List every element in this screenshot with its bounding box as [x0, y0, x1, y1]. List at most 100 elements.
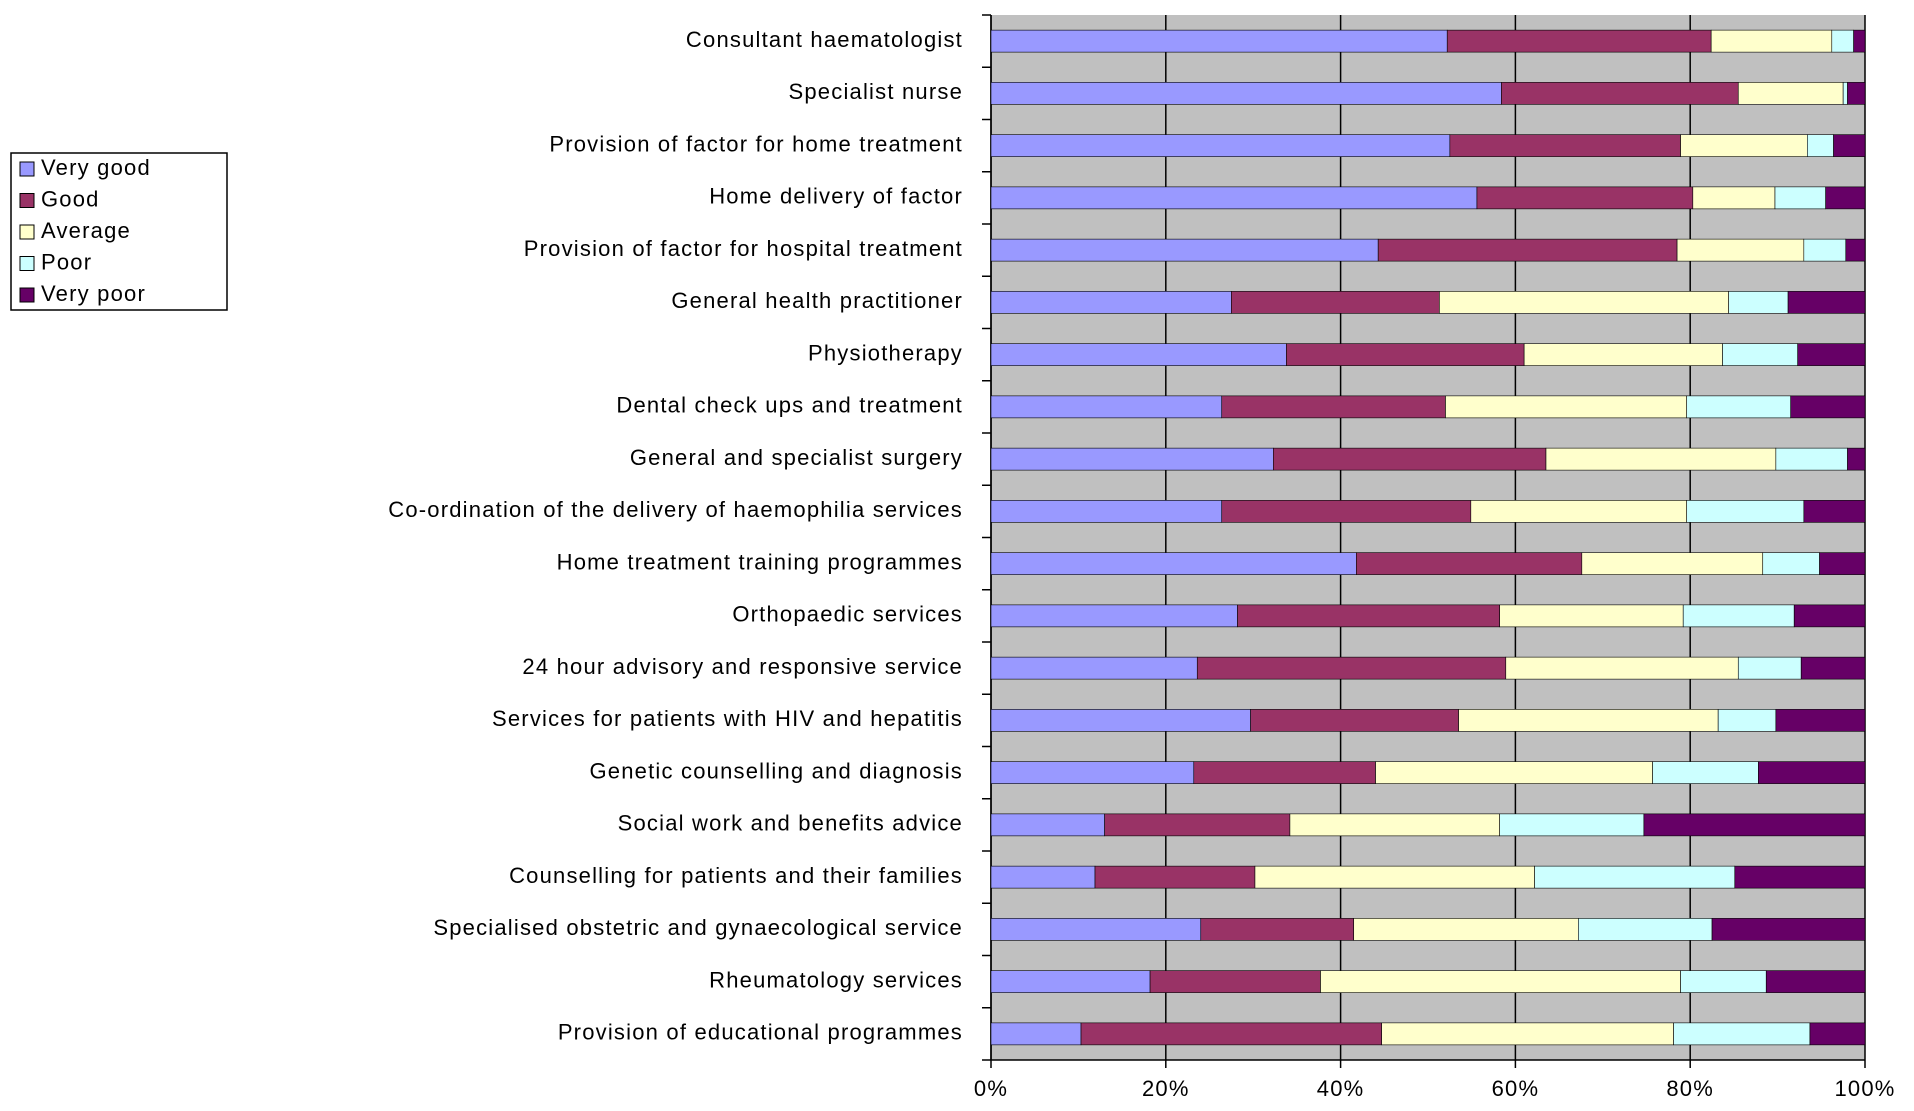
- bar-segment: [1449, 134, 1681, 157]
- bar-segment: [1578, 918, 1713, 941]
- bar-segment: [1800, 656, 1866, 680]
- bar-segment: [1710, 29, 1833, 53]
- y-tick-label: Home treatment training programmes: [557, 549, 963, 574]
- bar-segment: [1080, 1022, 1382, 1046]
- bar-segment: [1193, 761, 1376, 784]
- y-tick-label: Provision of factor for home treatment: [549, 131, 963, 156]
- y-tick-label: Social work and benefits advice: [618, 811, 963, 836]
- bar-segment: [1737, 82, 1844, 105]
- bar-segment: [1476, 186, 1694, 210]
- bar-segment: [1458, 709, 1719, 732]
- legend-swatch: [19, 256, 35, 271]
- bar-segment: [1809, 1022, 1866, 1046]
- bar-segment: [1758, 761, 1866, 784]
- bar-segment: [1831, 29, 1854, 53]
- bar-segment: [1375, 761, 1653, 784]
- bar-segment: [1221, 395, 1446, 419]
- bar-segment: [1231, 291, 1440, 314]
- y-tick-label: 24 hour advisory and responsive service: [522, 654, 963, 679]
- y-tick-label: Dental check ups and treatment: [616, 393, 963, 418]
- bar-segment: [1737, 656, 1802, 680]
- bar-segment: [1734, 865, 1866, 889]
- bar-segment: [1728, 291, 1789, 314]
- bar-segment: [1845, 238, 1866, 262]
- y-tick-label: Consultant haematologist: [686, 27, 963, 52]
- bar-segment: [1643, 813, 1866, 837]
- legend-label: Average: [41, 218, 131, 243]
- bar-segment: [1774, 186, 1826, 210]
- bar-segment: [1762, 552, 1820, 575]
- bar-segment: [990, 343, 1287, 366]
- bar-segment: [990, 186, 1478, 210]
- bar-segment: [990, 291, 1232, 314]
- bar-segment: [1196, 656, 1507, 680]
- bar-segment: [1377, 238, 1678, 262]
- bar-segment: [1652, 761, 1759, 784]
- legend-label: Good: [41, 186, 100, 211]
- bar-segment: [1273, 447, 1547, 471]
- bar-segment: [1499, 813, 1645, 837]
- bar-segment: [1470, 500, 1688, 523]
- y-tick-label: General and specialist surgery: [630, 445, 963, 470]
- x-tick-label: 80%: [1666, 1076, 1714, 1101]
- bar-segment: [1803, 238, 1847, 262]
- bar-segment: [1797, 343, 1866, 366]
- bar-segment: [1286, 343, 1525, 366]
- bar-segment: [990, 500, 1223, 523]
- bar-segment: [1499, 604, 1684, 628]
- bar-segment: [1320, 970, 1681, 993]
- x-tick-label: 20%: [1142, 1076, 1190, 1101]
- legend-label: Poor: [41, 249, 92, 274]
- x-tick-label: 60%: [1492, 1076, 1540, 1101]
- x-tick-label: 100%: [1834, 1076, 1895, 1101]
- bar-segment: [1581, 552, 1764, 575]
- bar-segment: [1722, 343, 1799, 366]
- y-tick-label: Rheumatology services: [709, 967, 963, 992]
- y-tick-label: Services for patients with HIV and hepat…: [492, 706, 963, 731]
- y-tick-label: Orthopaedic services: [732, 602, 963, 627]
- bar-segment: [1545, 447, 1777, 471]
- bar-segment: [990, 918, 1202, 941]
- bar-segment: [990, 813, 1105, 837]
- y-tick-label: Home delivery of factor: [709, 184, 963, 209]
- bar-segment: [1501, 82, 1739, 105]
- bar-segment: [990, 447, 1274, 471]
- bar-segment: [1289, 813, 1500, 837]
- bar-segment: [1200, 918, 1355, 941]
- bar-segment: [1847, 447, 1866, 471]
- bar-segment: [990, 656, 1198, 680]
- bar-segment: [990, 970, 1151, 993]
- bar-segment: [1534, 865, 1736, 889]
- bar-segment: [1353, 918, 1579, 941]
- y-tick-label: General health practitioner: [671, 288, 963, 313]
- bar-segment: [990, 552, 1357, 575]
- bar-segment: [1692, 186, 1776, 210]
- bar-segment: [1356, 552, 1583, 575]
- bar-segment: [1445, 395, 1688, 419]
- bar-segment: [1250, 709, 1459, 732]
- legend-label: Very poor: [41, 281, 146, 306]
- bar-segment: [1790, 395, 1866, 419]
- bar-segment: [1381, 1022, 1674, 1046]
- bar-segment: [1254, 865, 1535, 889]
- bar-segment: [1673, 1022, 1811, 1046]
- bar-segment: [1439, 291, 1729, 314]
- bar-segment: [1717, 709, 1777, 732]
- y-tick-label: Physiotherapy: [808, 340, 963, 365]
- legend-swatch: [19, 224, 35, 240]
- bar-segment: [1680, 970, 1767, 993]
- bar-segment: [1842, 82, 1848, 105]
- legend-box: [10, 152, 228, 311]
- bar-segment: [1803, 500, 1866, 523]
- y-tick-label: Counselling for patients and their famil…: [509, 863, 963, 888]
- y-tick-label: Specialised obstetric and gynaecological…: [433, 915, 963, 940]
- bar-segment: [1094, 865, 1256, 889]
- legend-swatch: [19, 161, 35, 177]
- bar-segment: [1505, 656, 1739, 680]
- legend-label: Very good: [41, 155, 151, 180]
- bar-segment: [1793, 604, 1866, 628]
- bar-segment: [990, 134, 1451, 157]
- bar-segment: [1523, 343, 1723, 366]
- y-tick-label: Provision of factor for hospital treatme…: [524, 236, 963, 261]
